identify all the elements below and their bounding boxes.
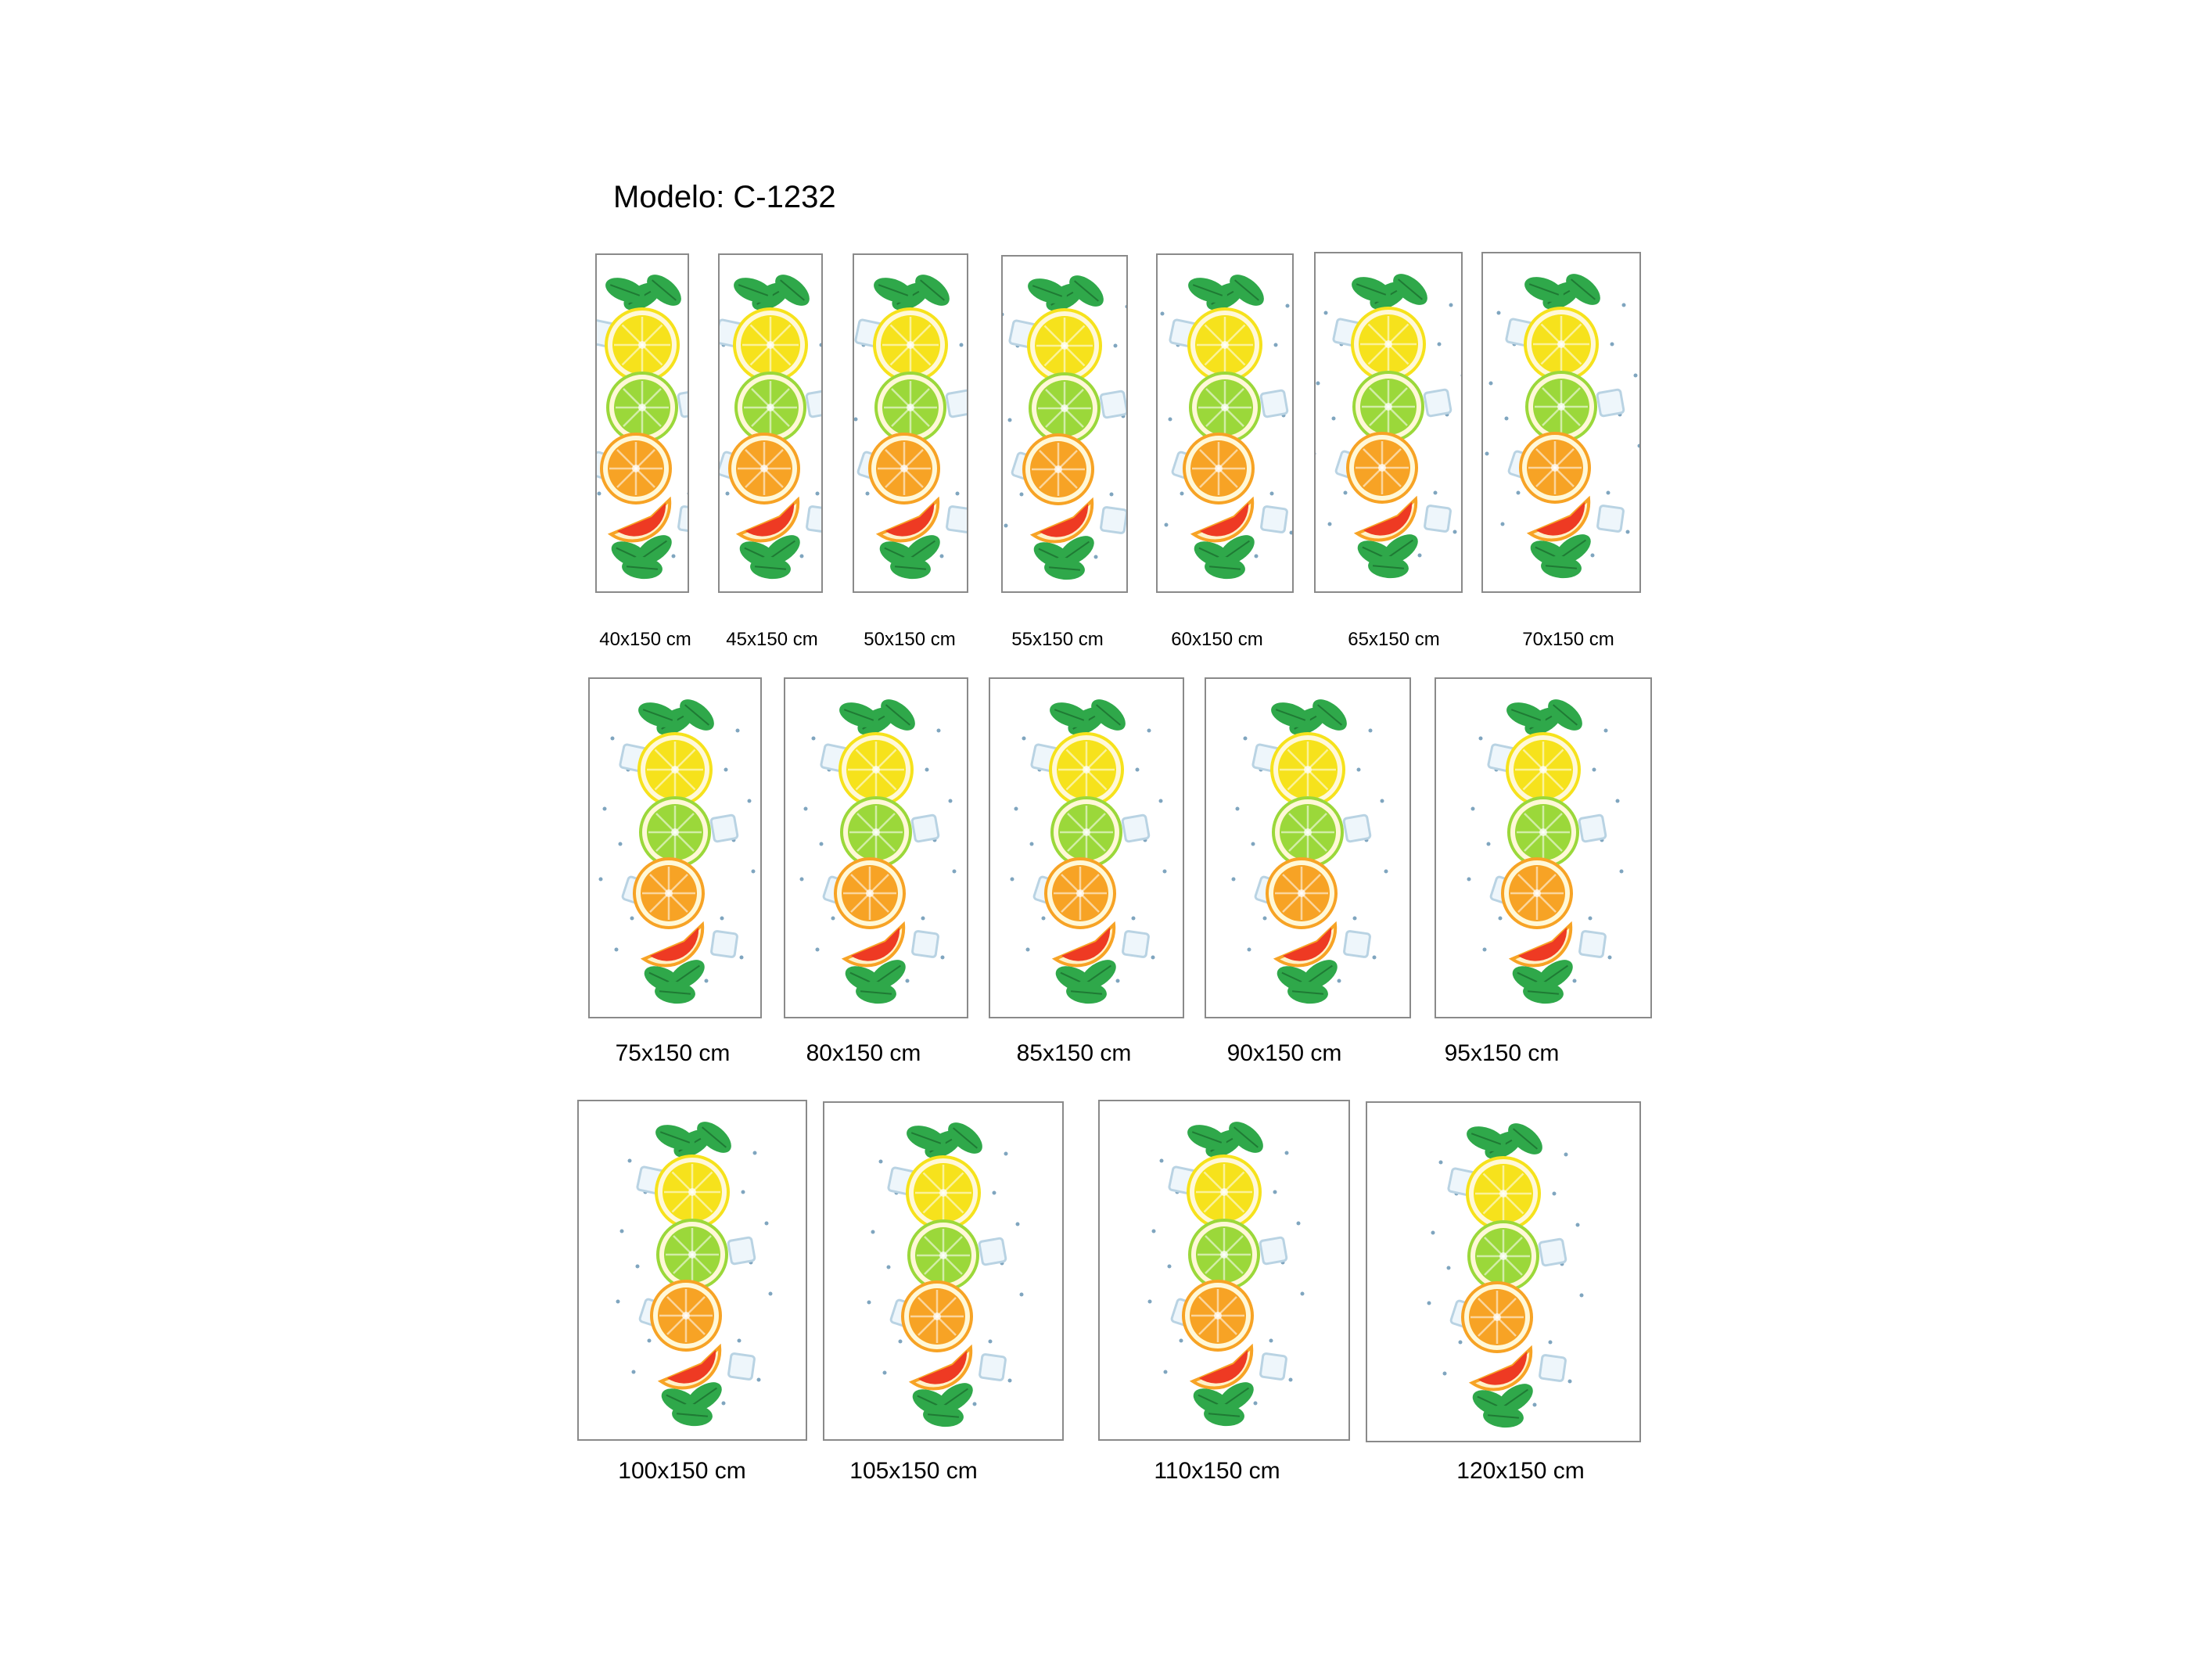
- citrus-slices-icon: [1485, 274, 1639, 579]
- citrus-slices-icon: [1003, 275, 1126, 580]
- size-panel-105x150[interactable]: [823, 1101, 1064, 1441]
- size-label-65x150: 65x150 cm: [1348, 629, 1440, 650]
- size-panel-110x150[interactable]: [1098, 1100, 1350, 1441]
- size-label-85x150: 85x150 cm: [1016, 1040, 1132, 1066]
- size-panel-120x150[interactable]: [1366, 1101, 1641, 1442]
- size-panel-70x150[interactable]: [1481, 252, 1641, 593]
- size-label-55x150: 55x150 cm: [1011, 629, 1104, 650]
- citrus-slices-icon: [720, 275, 821, 580]
- citrus-slices-icon: [1160, 275, 1292, 580]
- size-label-90x150: 90x150 cm: [1226, 1040, 1342, 1066]
- size-label-75x150: 75x150 cm: [615, 1040, 731, 1066]
- size-panel-40x150[interactable]: [595, 253, 689, 593]
- citrus-slices-icon: [1467, 699, 1624, 1004]
- size-label-105x150: 105x150 cm: [849, 1458, 978, 1484]
- size-label-40x150: 40x150 cm: [599, 629, 691, 650]
- size-panel-60x150[interactable]: [1156, 253, 1294, 593]
- size-panel-95x150[interactable]: [1435, 677, 1652, 1018]
- size-label-100x150: 100x150 cm: [618, 1458, 746, 1484]
- citrus-slices-icon: [1010, 699, 1167, 1004]
- size-label-60x150: 60x150 cm: [1171, 629, 1263, 650]
- citrus-slices-icon: [616, 1122, 773, 1427]
- size-panel-85x150[interactable]: [989, 677, 1184, 1018]
- size-panel-45x150[interactable]: [718, 253, 823, 593]
- size-label-70x150: 70x150 cm: [1522, 629, 1614, 650]
- size-label-95x150: 95x150 cm: [1444, 1040, 1560, 1066]
- size-panel-55x150[interactable]: [1001, 255, 1128, 593]
- size-label-45x150: 45x150 cm: [726, 629, 818, 650]
- size-panel-50x150[interactable]: [853, 253, 968, 593]
- size-panel-80x150[interactable]: [784, 677, 968, 1018]
- model-title: Modelo: C-1232: [613, 180, 836, 214]
- citrus-slices-icon: [867, 1122, 1024, 1427]
- citrus-slices-icon: [799, 699, 957, 1004]
- citrus-slices-icon: [597, 275, 688, 580]
- size-label-120x150: 120x150 cm: [1456, 1458, 1585, 1484]
- size-label-50x150: 50x150 cm: [864, 629, 956, 650]
- size-panel-90x150[interactable]: [1205, 677, 1411, 1018]
- citrus-slices-icon: [854, 275, 967, 580]
- citrus-slices-icon: [1231, 699, 1388, 1004]
- size-panel-75x150[interactable]: [588, 677, 762, 1018]
- citrus-slices-icon: [1316, 274, 1461, 579]
- citrus-slices-icon: [1427, 1123, 1584, 1428]
- size-panel-65x150[interactable]: [1314, 252, 1463, 593]
- citrus-slices-icon: [598, 699, 756, 1004]
- size-panel-100x150[interactable]: [577, 1100, 807, 1441]
- size-label-110x150: 110x150 cm: [1154, 1458, 1280, 1484]
- citrus-slices-icon: [1147, 1122, 1305, 1427]
- size-label-80x150: 80x150 cm: [806, 1040, 921, 1066]
